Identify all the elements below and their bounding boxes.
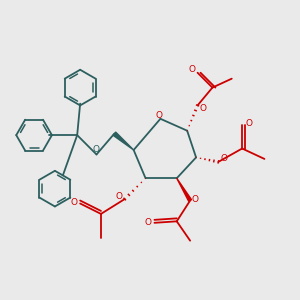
Text: O: O — [144, 218, 152, 227]
Text: O: O — [188, 65, 195, 74]
Text: O: O — [155, 111, 162, 120]
Text: O: O — [221, 154, 228, 164]
Polygon shape — [177, 178, 191, 201]
Text: O: O — [192, 194, 199, 203]
Text: O: O — [70, 197, 77, 206]
Text: O: O — [93, 145, 100, 154]
Polygon shape — [113, 132, 134, 150]
Text: O: O — [116, 192, 123, 201]
Text: O: O — [245, 119, 252, 128]
Text: O: O — [200, 104, 207, 113]
